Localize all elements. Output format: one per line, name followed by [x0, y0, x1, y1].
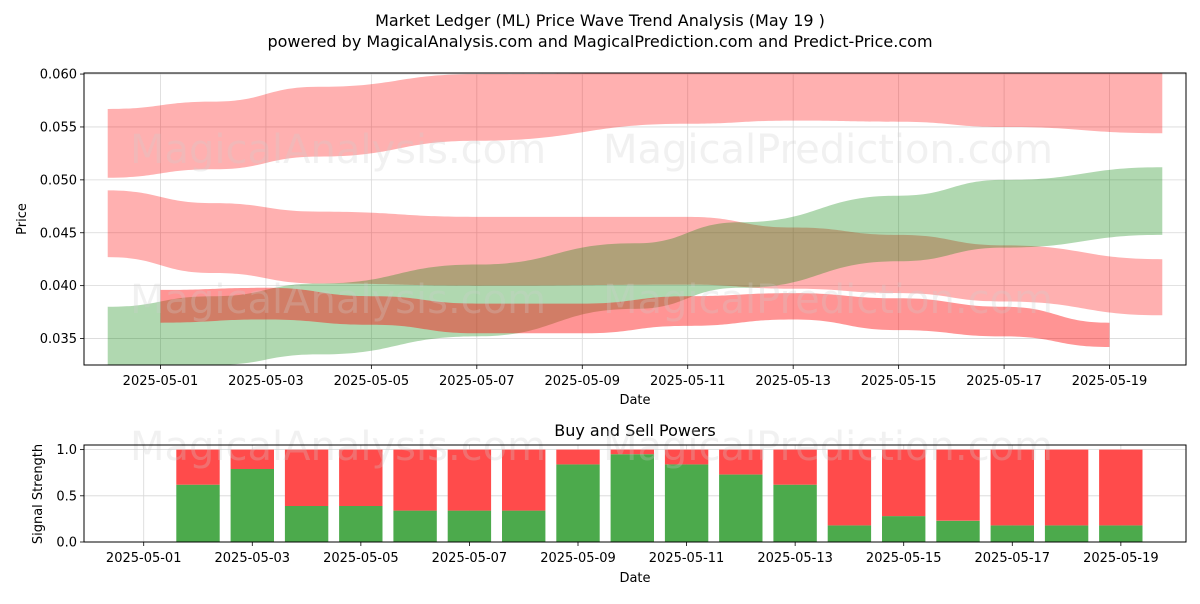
buy-power-bar — [502, 510, 546, 542]
signal-y-ticks: 0.0 0.5 1.0 — [56, 443, 84, 551]
signal-y-tick-label: 0.0 — [56, 536, 77, 551]
buy-power-bar — [990, 525, 1034, 542]
buy-power-bar — [719, 474, 763, 542]
price-bands — [107, 73, 1163, 365]
red-price-band — [160, 287, 1110, 347]
sell-power-bar — [773, 449, 817, 485]
sell-power-bar — [230, 449, 274, 469]
sell-power-bar — [610, 449, 654, 455]
sell-power-bar — [827, 449, 872, 526]
price-y-tick-label: 0.035 — [40, 332, 77, 347]
buy-power-bar — [827, 525, 872, 542]
price-x-tick-label: 2025-05-01 — [123, 374, 199, 389]
signal-x-tick-label: 2025-05-01 — [106, 551, 182, 566]
signal-x-tick-label: 2025-05-17 — [975, 551, 1051, 566]
price-y-tick-label: 0.055 — [40, 120, 77, 135]
signal-x-tick-label: 2025-05-09 — [540, 551, 616, 566]
price-y-tick-label: 0.040 — [40, 279, 77, 294]
watermark-mid-left: MagicalAnalysis.com — [130, 277, 546, 323]
sell-power-bar — [990, 449, 1034, 526]
sell-power-bar — [664, 449, 709, 465]
signal-x-tick-label: 2025-05-15 — [866, 551, 942, 566]
sell-power-bar — [556, 449, 600, 465]
sell-power-bar — [1044, 449, 1089, 526]
signal-x-tick-label: 2025-05-07 — [432, 551, 508, 566]
watermark-bottom-right: MagicalPrediction.com — [603, 424, 1053, 470]
buy-power-bar — [610, 454, 654, 542]
signal-x-tick-label: 2025-05-19 — [1083, 551, 1159, 566]
price-x-tick-label: 2025-05-09 — [544, 374, 620, 389]
signal-y-tick-label: 0.5 — [56, 489, 77, 504]
price-y-tick-label: 0.060 — [40, 68, 77, 83]
signal-bars — [176, 449, 1143, 542]
buy-power-bar — [1044, 525, 1089, 542]
buy-power-bar — [556, 464, 600, 542]
signal-x-tick-label: 2025-05-05 — [323, 551, 399, 566]
red-price-band — [107, 190, 1163, 316]
price-x-tick-label: 2025-05-11 — [650, 374, 726, 389]
buy-power-bar — [230, 469, 274, 542]
price-y-axis-label: Price — [15, 203, 30, 235]
signal-chart: Buy and Sell Powers MagicalAnalysis.com … — [31, 421, 1187, 586]
signal-x-axis-label: Date — [619, 571, 650, 586]
sell-power-bar — [284, 449, 329, 506]
price-y-tick-label: 0.045 — [40, 226, 77, 241]
price-y-ticks: 0.035 0.040 0.045 0.050 0.055 0.060 — [40, 68, 84, 347]
buy-power-bar — [284, 506, 329, 542]
green-price-band — [107, 167, 1163, 365]
signal-y-axis-label: Signal Strength — [31, 444, 46, 544]
sell-power-bar — [936, 449, 980, 521]
buy-power-bar — [176, 484, 220, 542]
signal-chart-title: Buy and Sell Powers — [554, 421, 716, 440]
buy-power-bar — [447, 510, 492, 542]
watermark-mid-right: MagicalPrediction.com — [603, 277, 1053, 323]
price-x-axis-label: Date — [619, 393, 650, 408]
signal-x-ticks: 2025-05-01 2025-05-03 2025-05-05 2025-05-07… — [106, 542, 1159, 566]
signal-plot-frame — [83, 444, 1187, 543]
price-x-tick-label: 2025-05-05 — [334, 374, 410, 389]
signal-x-tick-label: 2025-05-13 — [757, 551, 833, 566]
sell-power-bar — [882, 449, 926, 517]
signal-y-tick-label: 1.0 — [56, 443, 77, 458]
price-x-tick-label: 2025-05-03 — [228, 374, 304, 389]
buy-power-bar — [1099, 525, 1143, 542]
buy-power-bar — [882, 516, 926, 542]
price-plot-frame — [83, 72, 1187, 366]
price-chart: MagicalAnalysis.com MagicalPrediction.co… — [15, 68, 1187, 408]
price-x-ticks: 2025-05-01 2025-05-03 2025-05-05 2025-05-07… — [123, 365, 1148, 389]
price-x-tick-label: 2025-05-07 — [439, 374, 515, 389]
sell-power-bar — [176, 449, 220, 485]
sell-power-bar — [339, 449, 383, 506]
price-x-tick-label: 2025-05-13 — [755, 374, 831, 389]
red-price-band — [107, 73, 1163, 178]
sell-power-bar — [393, 449, 437, 511]
buy-power-bar — [393, 510, 437, 542]
buy-power-bar — [936, 520, 980, 542]
watermark-top-left: MagicalAnalysis.com — [130, 127, 546, 173]
watermark-top-right: MagicalPrediction.com — [603, 127, 1053, 173]
sell-power-bar — [502, 449, 546, 511]
sell-power-bar — [1099, 449, 1143, 526]
sell-power-bar — [719, 449, 763, 475]
signal-x-tick-label: 2025-05-11 — [649, 551, 725, 566]
price-x-tick-label: 2025-05-17 — [966, 374, 1042, 389]
signal-x-tick-label: 2025-05-03 — [215, 551, 291, 566]
price-x-tick-label: 2025-05-19 — [1072, 374, 1148, 389]
chart-subtitle: powered by MagicalAnalysis.com and Magic… — [267, 32, 932, 51]
sell-power-bar — [447, 449, 492, 511]
price-x-tick-label: 2025-05-15 — [861, 374, 937, 389]
buy-power-bar — [339, 506, 383, 542]
watermark-bottom-left: MagicalAnalysis.com — [130, 424, 546, 470]
buy-power-bar — [664, 464, 709, 542]
price-gridlines — [84, 73, 1186, 365]
price-y-tick-label: 0.050 — [40, 173, 77, 188]
chart-title: Market Ledger (ML) Price Wave Trend Anal… — [375, 11, 825, 30]
buy-power-bar — [773, 484, 817, 542]
